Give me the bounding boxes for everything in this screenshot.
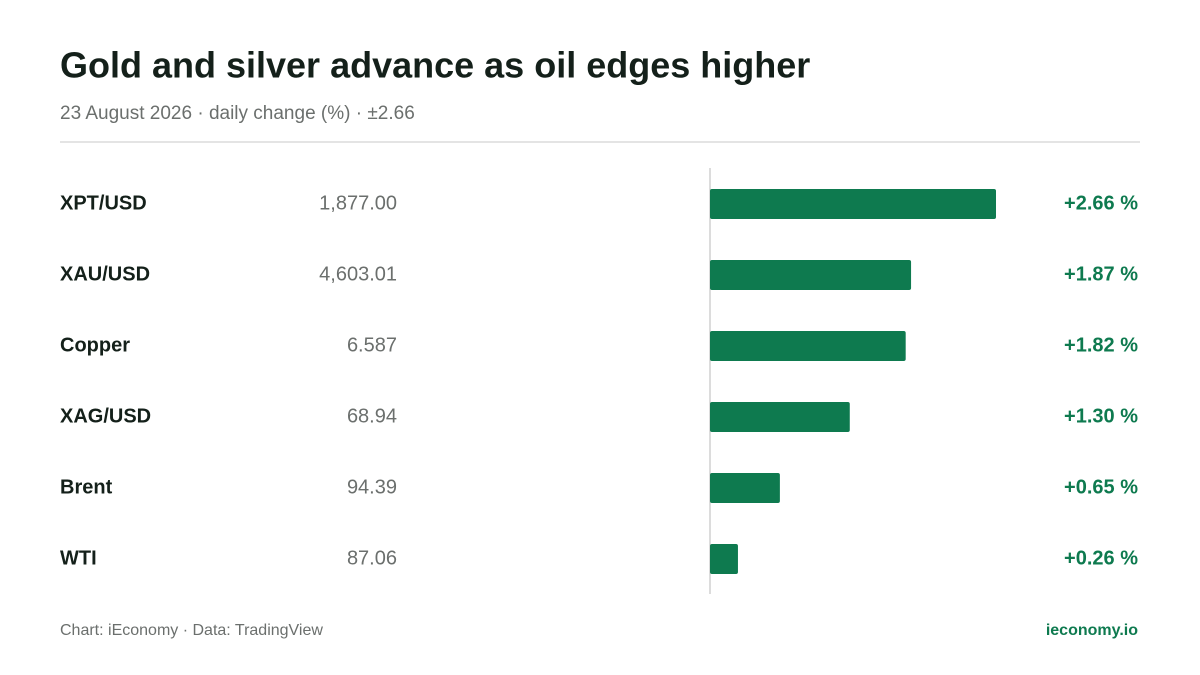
value-label: +1.87 % — [1064, 263, 1138, 285]
row-label: XAG/USD — [60, 405, 151, 427]
row-label: XAU/USD — [60, 263, 150, 285]
bar — [710, 189, 996, 219]
price: 6.587 — [347, 334, 397, 356]
price: 68.94 — [347, 405, 397, 427]
bar — [710, 473, 780, 503]
value-label: +0.65 % — [1064, 476, 1138, 498]
bar — [710, 260, 912, 290]
source-note: Chart: iEconomy · Data: TradingView — [60, 622, 323, 639]
chart-title: Gold and silver advance as oil edges hig… — [60, 45, 810, 86]
value-label: +0.26 % — [1064, 547, 1138, 569]
bar — [710, 331, 906, 361]
chart-subtitle: 23 August 2026 · daily change (%) · ±2.6… — [60, 103, 415, 124]
value-label: +2.66 % — [1064, 192, 1138, 214]
row-label: WTI — [60, 547, 97, 569]
price: 94.39 — [347, 476, 397, 498]
value-label: +1.30 % — [1064, 405, 1138, 427]
row-label: XPT/USD — [60, 192, 147, 214]
bar — [710, 402, 850, 432]
row-label: Copper — [60, 334, 130, 356]
brand: ieconomy.io — [1046, 622, 1138, 639]
row-label: Brent — [60, 476, 113, 498]
price: 1,877.00 — [319, 192, 397, 214]
bar — [710, 544, 738, 574]
price: 4,603.01 — [319, 263, 397, 285]
value-label: +1.82 % — [1064, 334, 1138, 356]
price: 87.06 — [347, 547, 397, 569]
